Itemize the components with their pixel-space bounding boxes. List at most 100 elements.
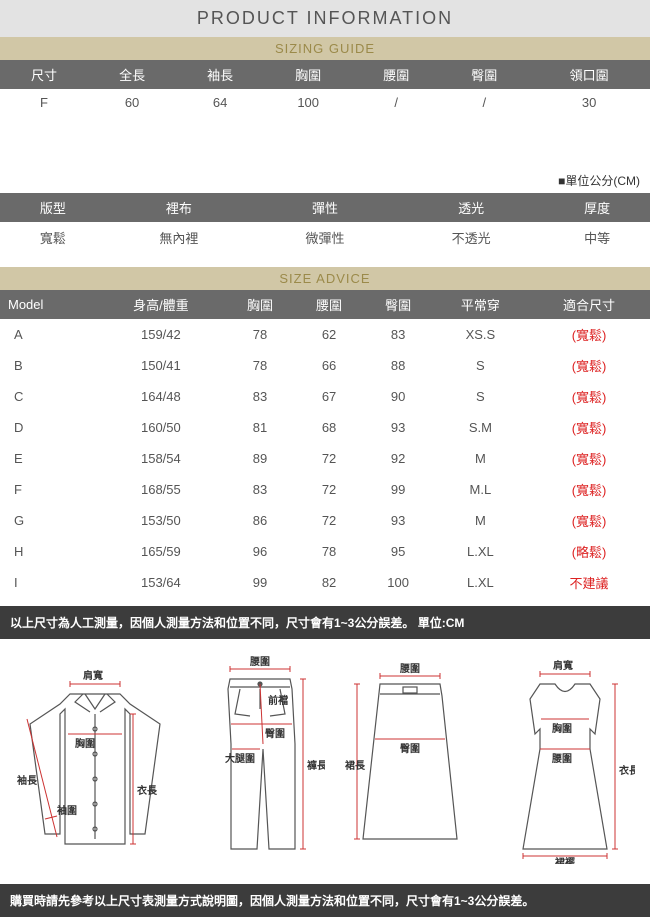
- skirt-diagram: 腰圍 臀圍 裙長: [345, 654, 475, 864]
- size-advice-row: E158/54897292M(寬鬆): [0, 443, 650, 474]
- label-length: 裙長: [345, 759, 366, 772]
- cell: 153/50: [96, 505, 225, 536]
- cell: XS.S: [433, 319, 528, 350]
- fit-cell: (寬鬆): [528, 319, 650, 350]
- cell: 93: [364, 412, 433, 443]
- cell: 無內裡: [106, 222, 252, 253]
- cell: 100: [264, 89, 352, 116]
- label-thigh: 大腿圍: [225, 752, 255, 765]
- cell: S: [433, 350, 528, 381]
- cell: I: [0, 567, 96, 598]
- label-hem: 裙襬: [555, 856, 575, 864]
- sizing-guide-header: 尺寸 全長 袖長 胸圍 腰圍 臀圍 領口圍: [0, 60, 650, 89]
- size-advice-row: G153/50867293M(寬鬆): [0, 505, 650, 536]
- cell: 83: [225, 474, 294, 505]
- label-length: 褲長: [307, 759, 325, 772]
- size-advice-heading: SIZE ADVICE: [0, 267, 650, 290]
- cell: 72: [295, 505, 364, 536]
- col-lining: 裡布: [106, 193, 252, 222]
- cell: A: [0, 319, 96, 350]
- col-collar: 領口圍: [528, 60, 650, 89]
- cell: C: [0, 381, 96, 412]
- sizing-guide-heading: SIZING GUIDE: [0, 37, 650, 60]
- cell: D: [0, 412, 96, 443]
- cell: 99: [364, 474, 433, 505]
- cell: 96: [225, 536, 294, 567]
- label-sleeve: 袖長: [16, 774, 38, 787]
- fit-cell: (寬鬆): [528, 412, 650, 443]
- col-hw: 身高/體重: [96, 290, 225, 319]
- label-hip: 臀圍: [265, 728, 285, 740]
- cell: 82: [295, 567, 364, 598]
- cell: 95: [364, 536, 433, 567]
- fit-cell: (寬鬆): [528, 474, 650, 505]
- measurement-diagrams: 肩寬 胸圍 袖長 袖圍 衣長 腰圍 前襠 臀圍 大腿圍 褲長: [0, 639, 650, 884]
- cell: 165/59: [96, 536, 225, 567]
- col-model: Model: [0, 290, 96, 319]
- label-waist: 腰圍: [551, 753, 572, 765]
- cell: 中等: [544, 222, 650, 253]
- size-advice-row: C164/48836790S(寬鬆): [0, 381, 650, 412]
- cell: 164/48: [96, 381, 225, 412]
- cell: S.M: [433, 412, 528, 443]
- cell: /: [352, 89, 440, 116]
- cell: 72: [295, 443, 364, 474]
- label-cuff: 袖圍: [56, 804, 77, 817]
- cell: 30: [528, 89, 650, 116]
- label-chest: 胸圍: [552, 722, 572, 735]
- size-advice-row: B150/41786688S(寬鬆): [0, 350, 650, 381]
- cell: M.L: [433, 474, 528, 505]
- cell: 81: [225, 412, 294, 443]
- cell: 93: [364, 505, 433, 536]
- pants-diagram: 腰圍 前襠 臀圍 大腿圍 褲長: [195, 654, 325, 864]
- spec-table: 版型 裡布 彈性 透光 厚度 寬鬆 無內裡 微彈性 不透光 中等: [0, 193, 650, 253]
- cell: 89: [225, 443, 294, 474]
- size-advice-row: F168/55837299M.L(寬鬆): [0, 474, 650, 505]
- cell: 100: [364, 567, 433, 598]
- col-chest: 胸圍: [264, 60, 352, 89]
- cell: 158/54: [96, 443, 225, 474]
- label-shoulder: 肩寬: [83, 669, 103, 682]
- cell: 68: [295, 412, 364, 443]
- cell: 62: [295, 319, 364, 350]
- spec-header: 版型 裡布 彈性 透光 厚度: [0, 193, 650, 222]
- cell: 86: [225, 505, 294, 536]
- cell: F: [0, 474, 96, 505]
- fit-cell: 不建議: [528, 567, 650, 598]
- dress-diagram: 肩寬 胸圍 腰圍 衣長 裙襬: [495, 654, 635, 864]
- size-advice-row: A159/42786283XS.S(寬鬆): [0, 319, 650, 350]
- cell: 168/55: [96, 474, 225, 505]
- cell: S: [433, 381, 528, 412]
- cell: 92: [364, 443, 433, 474]
- cell: E: [0, 443, 96, 474]
- sizing-guide-table: 尺寸 全長 袖長 胸圍 腰圍 臀圍 領口圍 F 60 64 100 / / 30: [0, 60, 650, 116]
- spec-row: 寬鬆 無內裡 微彈性 不透光 中等: [0, 222, 650, 253]
- col-sheer: 透光: [398, 193, 544, 222]
- cell: 67: [295, 381, 364, 412]
- col-fit: 適合尺寸: [528, 290, 650, 319]
- cell: H: [0, 536, 96, 567]
- cell: 83: [225, 381, 294, 412]
- cell: 60: [88, 89, 176, 116]
- cell: 寬鬆: [0, 222, 106, 253]
- fit-cell: (略鬆): [528, 536, 650, 567]
- col-sleeve: 袖長: [176, 60, 264, 89]
- size-advice-table: Model 身高/體重 胸圍 腰圍 臀圍 平常穿 適合尺寸 A159/42786…: [0, 290, 650, 598]
- fit-cell: (寬鬆): [528, 443, 650, 474]
- size-advice-row: I153/649982100L.XL不建議: [0, 567, 650, 598]
- cell: 64: [176, 89, 264, 116]
- cell: 72: [295, 474, 364, 505]
- size-advice-row: D160/50816893S.M(寬鬆): [0, 412, 650, 443]
- cell: 78: [295, 536, 364, 567]
- cell: 159/42: [96, 319, 225, 350]
- cell: G: [0, 505, 96, 536]
- col-fit: 版型: [0, 193, 106, 222]
- cell: 83: [364, 319, 433, 350]
- label-waist: 腰圍: [399, 663, 420, 675]
- label-rise: 前襠: [268, 694, 288, 707]
- cell: /: [440, 89, 528, 116]
- cell: 78: [225, 350, 294, 381]
- label-hip: 臀圍: [400, 743, 420, 755]
- cell: 78: [225, 319, 294, 350]
- label-shoulder: 肩寬: [553, 659, 573, 672]
